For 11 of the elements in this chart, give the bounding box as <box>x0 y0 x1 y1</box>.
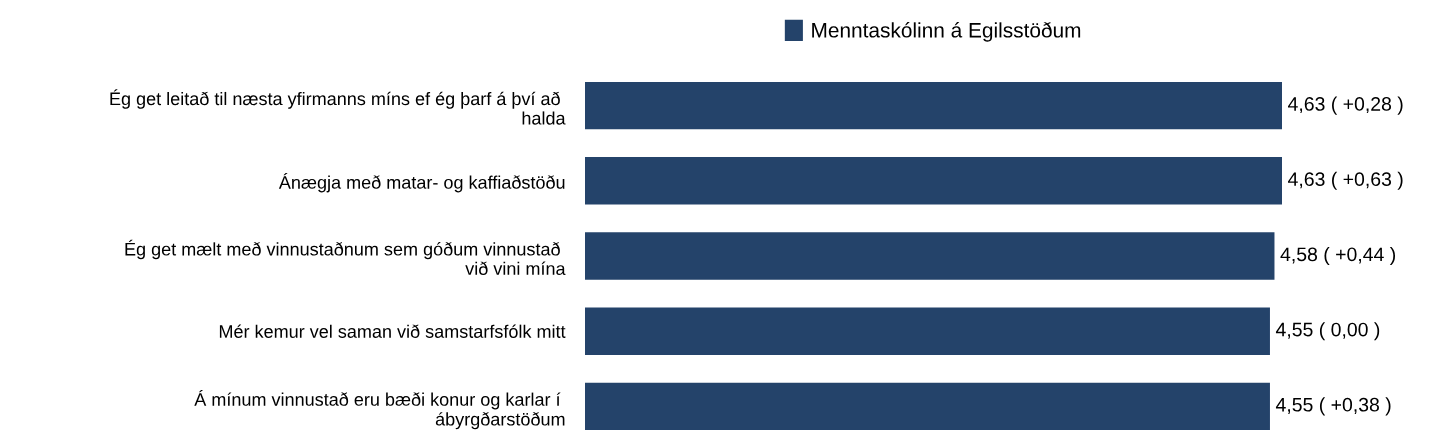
legend-label: Menntaskólinn á Egilsstöðum <box>812 22 1081 42</box>
y-tick-label: Ánægja með matar- og kaffiaðstöðu <box>278 172 565 193</box>
data-label: 4,63 ( +0,63 ) <box>1288 171 1403 190</box>
data-label: 4,63 ( +0,28 ) <box>1288 96 1403 115</box>
y-tick-label: Ég get leitað til næsta yfirmanns míns ef ég þarf á því að halda <box>110 89 566 125</box>
y-tick-label: Ég get mælt með vinnustaðnum sem góðum vinnustað við vini mína <box>125 239 566 276</box>
y-tick-label: Mér kemur vel saman við samstarfsfólk mitt <box>219 324 566 338</box>
data-label: 4,55 ( 0,00 ) <box>1275 322 1380 341</box>
data-label: 4,58 ( +0,44 ) <box>1280 246 1396 266</box>
y-tick-label: Á mínum vinnustað eru bæði konur og karlar í ábyrgðarstöðum <box>194 390 565 430</box>
data-label: 4,55 ( +0,38 ) <box>1275 397 1391 416</box>
